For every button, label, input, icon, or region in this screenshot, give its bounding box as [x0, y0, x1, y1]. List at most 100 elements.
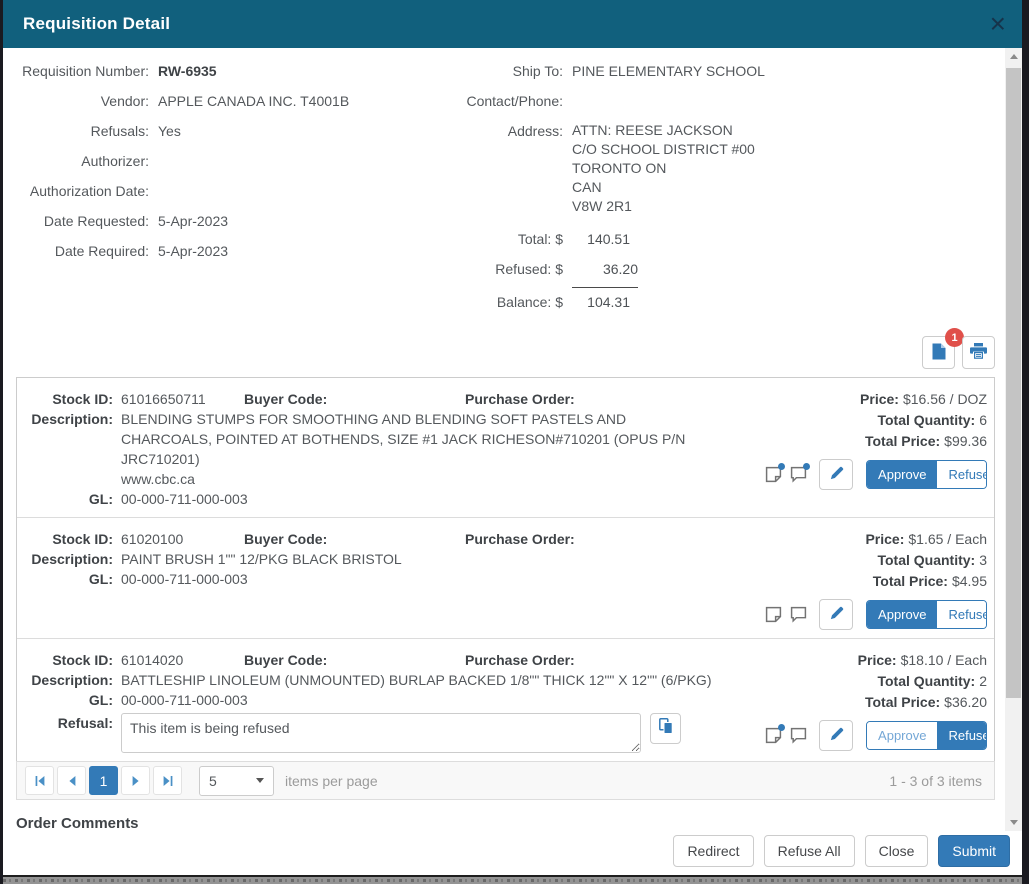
document-toolbar: 1	[16, 328, 995, 369]
line-item-1-pricing: Price: $16.56 / DOZ Total Quantity: 6 Tota…	[757, 389, 987, 509]
description-value: PAINT BRUSH 1"" 12/PKG BLACK BRISTOL	[121, 551, 402, 567]
note-indicator-dot	[778, 463, 785, 470]
line-item-2: Stock ID: 61020100 Buyer Code: Purchase …	[17, 518, 994, 639]
date-required-value: 5-Apr-2023	[158, 243, 229, 259]
refusal-reason-input[interactable]: This item is being refused	[121, 713, 641, 753]
approve-button[interactable]: Approve	[867, 601, 938, 628]
line-item-3-details: Stock ID: 61014020 Buyer Code: Purchase …	[25, 650, 757, 753]
prev-page-icon	[68, 773, 76, 789]
edit-button[interactable]	[819, 459, 854, 490]
refusal-label: Refusal:	[57, 715, 113, 731]
pencil-icon	[829, 466, 844, 484]
comment-icon[interactable]	[790, 606, 807, 623]
stock-id-value: 61020100	[121, 531, 184, 547]
date-requested-value: 5-Apr-2023	[158, 213, 229, 229]
line-items-list: Stock ID: 61016650711 Buyer Code: Purcha…	[16, 377, 995, 762]
modal-footer: Redirect Refuse All Close Submit	[3, 831, 1022, 877]
buyer-code-label: Buyer Code:	[244, 652, 328, 668]
price-value: $18.10 / Each	[900, 652, 987, 668]
scroll-up-button[interactable]	[1005, 48, 1022, 65]
vendor-value: APPLE CANADA INC. T4001B	[158, 93, 350, 109]
refuse-all-button[interactable]: Refuse All	[763, 835, 855, 867]
note-indicator-dot	[778, 724, 785, 731]
description-label: Description:	[31, 411, 113, 427]
total-quantity-label: Total Quantity:	[877, 673, 976, 689]
line-item-2-details: Stock ID: 61020100 Buyer Code: Purchase …	[25, 529, 757, 630]
total-price-label: Total Price:	[872, 573, 948, 589]
description-text: BLENDING STUMPS FOR SMOOTHING AND BLENDI…	[121, 411, 686, 467]
stock-id-label: Stock ID:	[52, 652, 113, 668]
redirect-button[interactable]: Redirect	[673, 835, 754, 867]
pencil-icon	[829, 727, 844, 745]
purchase-order-label: Purchase Order:	[465, 531, 575, 547]
refusals-value: Yes	[158, 123, 181, 139]
scrollbar-thumb[interactable]	[1006, 68, 1021, 698]
price-value: $16.56 / DOZ	[902, 391, 987, 407]
refuse-button[interactable]: Refuse	[937, 461, 987, 488]
order-comments-heading: Order Comments	[16, 815, 139, 831]
note-icon[interactable]	[765, 724, 785, 744]
requisition-number-label: Requisition Number:	[22, 63, 149, 79]
page-size-select[interactable]: 5	[199, 765, 274, 796]
page-size-value: 5	[209, 772, 217, 789]
background-page-strip	[3, 875, 1022, 884]
requisition-info: Requisition Number: RW-6935 Vendor: APPLE …	[16, 61, 995, 322]
address-label: Address:	[507, 123, 563, 139]
gl-value: 00-000-711-000-003	[121, 571, 248, 587]
refuse-button[interactable]: Refuse	[937, 601, 987, 628]
total-quantity-value: 2	[979, 673, 987, 689]
address-line: TORONTO ON	[572, 160, 667, 176]
attachment-count-badge: 1	[945, 328, 964, 347]
attachments-button[interactable]: 1	[922, 328, 964, 369]
print-button[interactable]	[962, 336, 995, 369]
submit-button[interactable]: Submit	[938, 835, 1010, 867]
total-value: 140.51	[587, 231, 630, 247]
ship-to-label: Ship To:	[512, 63, 563, 79]
description-value: BATTLESHIP LINOLEUM (UNMOUNTED) BURLAP B…	[121, 672, 712, 688]
next-page-icon	[132, 773, 140, 789]
scroll-down-button[interactable]	[1005, 814, 1022, 831]
page-1-button[interactable]: 1	[89, 766, 118, 795]
buyer-code-label: Buyer Code:	[244, 531, 328, 547]
caret-down-icon	[1009, 820, 1018, 825]
close-button[interactable]: Close	[864, 835, 929, 867]
line-item-3-pricing: Price: $18.10 / Each Total Quantity: 2 Tot…	[757, 650, 987, 753]
comment-icon[interactable]	[790, 463, 810, 483]
vertical-scrollbar[interactable]	[1005, 48, 1022, 831]
order-comments-section: Order Comments	[16, 815, 995, 831]
requisition-info-right: Ship To: PINE ELEMENTARY SCHOOL Contact/P…	[441, 61, 995, 322]
total-label: Total: $	[517, 231, 563, 247]
note-icon[interactable]	[765, 463, 785, 483]
note-icon[interactable]	[765, 606, 782, 623]
requisition-detail-modal: Requisition Detail × Requisition Number:…	[3, 0, 1022, 877]
line-item-3-actions: Approve Refuse	[757, 720, 987, 751]
refuse-button[interactable]: Refuse	[937, 722, 987, 749]
approve-refuse-toggle: Approve Refuse	[866, 460, 987, 489]
gl-label: GL:	[88, 692, 113, 708]
previous-page-button[interactable]	[57, 766, 86, 795]
copy-refusal-button[interactable]	[650, 713, 681, 744]
last-page-button[interactable]	[153, 766, 182, 795]
refusals-label: Refusals:	[90, 123, 149, 139]
next-page-button[interactable]	[121, 766, 150, 795]
gl-label: GL:	[88, 571, 113, 587]
approve-button[interactable]: Approve	[867, 461, 938, 488]
refused-label: Refused: $	[495, 261, 563, 277]
close-icon[interactable]: ×	[989, 8, 1006, 39]
price-label: Price:	[865, 531, 905, 547]
address-value: ATTN: REESE JACKSON C/O SCHOOL DISTRICT …	[572, 121, 755, 216]
gl-value: 00-000-711-000-003	[121, 692, 248, 708]
edit-button[interactable]	[819, 720, 854, 751]
last-page-icon	[163, 773, 173, 789]
description-value: BLENDING STUMPS FOR SMOOTHING AND BLENDI…	[121, 409, 721, 489]
line-item-1-actions: Approve Refuse	[757, 459, 987, 490]
edit-button[interactable]	[819, 599, 854, 630]
approve-refuse-toggle: Approve Refuse	[866, 721, 987, 750]
balance-label: Balance: $	[496, 294, 563, 310]
purchase-order-label: Purchase Order:	[465, 391, 575, 407]
first-page-button[interactable]	[25, 766, 54, 795]
approve-button[interactable]: Approve	[867, 722, 938, 749]
comment-icon[interactable]	[790, 727, 807, 744]
line-item-2-actions: Approve Refuse	[757, 599, 987, 630]
price-label: Price:	[860, 391, 899, 407]
